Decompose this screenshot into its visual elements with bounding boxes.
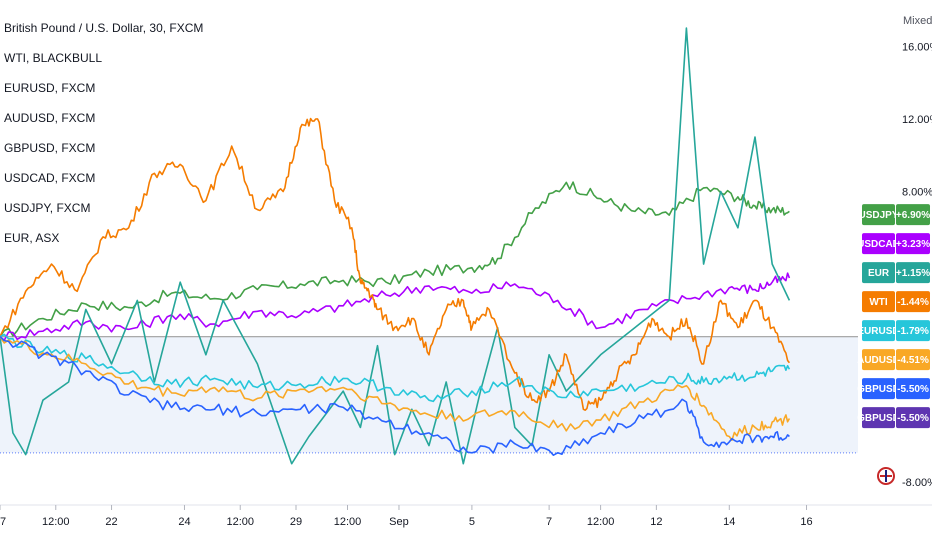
series-line-eurusd[interactable] (0, 333, 791, 403)
x-tick-label: 12:00 (587, 516, 615, 528)
series-line-usdcad[interactable] (0, 272, 791, 342)
series-tag-audusd[interactable] (862, 349, 895, 371)
series-value-tag[interactable] (896, 204, 930, 226)
series-tag-wti[interactable] (862, 291, 895, 313)
legend-entry[interactable]: AUDUSD, FXCM (4, 111, 95, 125)
series-value-tag[interactable] (896, 233, 930, 255)
legend-entry[interactable]: GBPUSD, FXCM (4, 141, 95, 155)
series-value-tag[interactable] (896, 320, 930, 342)
series-tag-name: WTI (869, 297, 888, 308)
series-value-label: -1.44% (897, 297, 929, 308)
series-value-tag[interactable] (896, 262, 930, 284)
series-value-label: -5.50% (897, 413, 929, 424)
y-tick-label: 12.00% (902, 114, 932, 126)
y-tick-label: -8.00% (902, 477, 932, 489)
x-tick-label: 29 (290, 516, 302, 528)
x-tick-label: 24 (178, 516, 190, 528)
legend-entry[interactable]: USDCAD, FXCM (4, 171, 95, 185)
chart-title[interactable]: British Pound / U.S. Dollar, 30, FXCM (4, 21, 203, 35)
series-value-label: +1.15% (896, 268, 930, 279)
x-tick-label: 12 (650, 516, 662, 528)
legend-entry[interactable]: EURUSD, FXCM (4, 81, 95, 95)
series-tag-gbpusd[interactable] (862, 378, 895, 400)
series-tag-name: GBPUSD (857, 413, 900, 424)
series-value-tag[interactable] (896, 291, 930, 313)
x-tick-label: 7 (546, 516, 552, 528)
series-value-tag[interactable] (896, 378, 930, 400)
series-tag-usdcad[interactable] (862, 233, 895, 255)
x-tick-label: 17 (0, 516, 6, 528)
legend-entry[interactable]: EUR, ASX (4, 231, 59, 245)
x-tick-label: 12:00 (42, 516, 70, 528)
series-line-usdjpy[interactable] (0, 181, 790, 338)
series-value-label: -1.79% (897, 326, 929, 337)
x-tick-label: 14 (723, 516, 735, 528)
price-scale (858, 0, 932, 520)
series-tag-gbpusd[interactable] (862, 407, 895, 429)
series-tag-eur[interactable] (862, 262, 895, 284)
y-tick-label: 8.00% (902, 186, 932, 198)
y-tick-label: 16.00% (902, 41, 932, 53)
legend-entry[interactable]: WTI, BLACKBULL (4, 51, 102, 65)
legend-entry[interactable]: USDJPY, FXCM (4, 201, 90, 215)
series-tag-eurusd[interactable] (862, 320, 895, 342)
series-value-label: +6.90% (896, 210, 930, 221)
x-tick-label: Sep (389, 516, 409, 528)
x-tick-label: 5 (469, 516, 475, 528)
x-tick-label: 16 (800, 516, 812, 528)
x-tick-label: 22 (105, 516, 117, 528)
series-value-tag[interactable] (896, 349, 930, 371)
series-value-label: -4.51% (897, 355, 929, 366)
series-tag-name: USDCAD (857, 239, 900, 250)
series-tag-name: USDJPY (858, 210, 898, 221)
series-tag-name: EURUSD (857, 326, 899, 337)
series-tag-name: AUDUSD (857, 355, 900, 366)
series-value-tag[interactable] (896, 407, 930, 429)
series-tag-usdjpy[interactable] (862, 204, 895, 226)
series-line-wti[interactable] (0, 117, 791, 412)
series-value-label: -5.50% (897, 384, 929, 395)
series-line-eur[interactable] (0, 27, 791, 465)
series-line-gbpusd[interactable] (0, 336, 790, 457)
series-line-audusd[interactable] (0, 336, 791, 442)
series-tag-name: EUR (868, 268, 890, 279)
series-value-label: +3.23% (896, 239, 930, 250)
x-tick-label: 12:00 (334, 516, 362, 528)
scale-mode-label[interactable]: Mixed (903, 15, 932, 27)
series-tag-name: GBPUSD (857, 384, 900, 395)
x-tick-label: 12:00 (226, 516, 254, 528)
